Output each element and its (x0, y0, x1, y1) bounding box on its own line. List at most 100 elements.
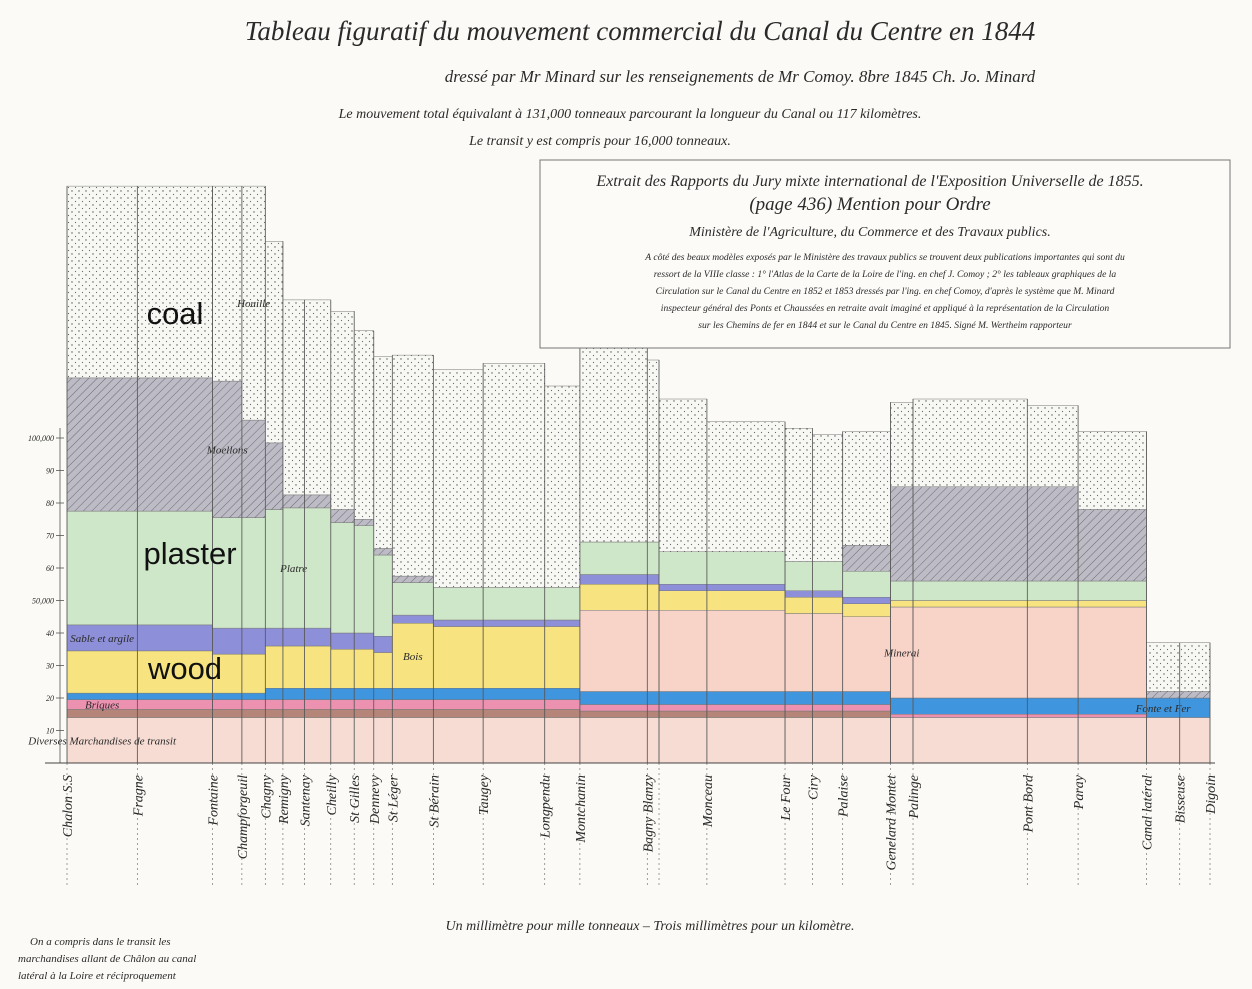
segment (241, 709, 266, 718)
segment (579, 541, 648, 575)
segment (647, 541, 660, 575)
segment (658, 717, 708, 764)
station-label: Bagny Blanzy (641, 774, 656, 852)
segment (544, 717, 581, 764)
series-label: Bois (403, 651, 423, 663)
box-line: A côté des beaux modèles exposés par le … (644, 252, 1125, 263)
segment (392, 709, 434, 718)
annotation: wood (147, 651, 222, 686)
segment (579, 691, 648, 705)
segment (842, 603, 891, 617)
segment (137, 650, 213, 694)
segment (282, 494, 305, 509)
segment (647, 359, 660, 543)
station-label: Le Four (779, 774, 794, 821)
series-label: Briques (85, 700, 119, 712)
segment (1027, 717, 1079, 764)
segment (1027, 600, 1079, 608)
segment (1077, 509, 1147, 582)
segment (647, 704, 660, 712)
segment (579, 704, 648, 712)
segment (658, 398, 708, 552)
segment (212, 185, 243, 382)
segment (706, 584, 786, 591)
station-label: St Bérain (427, 775, 442, 828)
station-label: Palinge (907, 775, 922, 820)
y-tick-label: 40 (46, 629, 54, 638)
segment (658, 610, 708, 692)
segment (392, 354, 434, 577)
segment (482, 587, 545, 621)
segment (265, 241, 284, 444)
station-label: Fragne (131, 775, 146, 817)
segment (706, 590, 786, 611)
segment (784, 704, 813, 712)
y-tick-label: 90 (46, 467, 54, 476)
segment (890, 697, 914, 715)
segment (373, 688, 393, 700)
segment (579, 610, 648, 692)
segment (579, 710, 648, 718)
segment (647, 610, 660, 692)
segment (1179, 691, 1211, 699)
station-label: Dennevy (368, 774, 383, 825)
segment (579, 574, 648, 585)
segment (353, 519, 375, 526)
segment (282, 699, 305, 710)
segment (544, 626, 581, 689)
segment (658, 551, 708, 585)
segment (890, 717, 914, 764)
segment (137, 377, 213, 512)
segment (330, 709, 355, 718)
segment (304, 299, 332, 496)
station-label: Ciry (806, 774, 821, 800)
segment (353, 699, 375, 710)
station-label: Canal latéral (1141, 775, 1156, 850)
segment (392, 699, 434, 710)
segment (706, 551, 786, 585)
segment (784, 428, 813, 562)
segment (304, 699, 332, 710)
segment (212, 692, 243, 700)
segment (137, 692, 213, 700)
segment (241, 419, 266, 518)
segment (392, 575, 434, 583)
segment (706, 421, 786, 552)
segment (1146, 717, 1180, 764)
y-tick-label: 50,000 (32, 597, 54, 606)
series-label: Houille (236, 298, 270, 310)
segment (212, 653, 243, 694)
segment (392, 582, 434, 616)
segment (66, 377, 138, 512)
segment (304, 494, 332, 509)
segment (304, 627, 332, 647)
segment (1027, 486, 1079, 582)
segment (647, 691, 660, 705)
y-tick-label: 30 (45, 662, 54, 671)
box-line: Circulation sur le Canal du Centre en 18… (656, 286, 1115, 297)
segment (330, 717, 355, 764)
segment (392, 717, 434, 764)
segment (66, 510, 138, 626)
segment (373, 636, 393, 653)
segment (1077, 717, 1147, 764)
box-line: sur les Chemins de fer en 1844 et sur le… (698, 320, 1072, 331)
segment (392, 623, 434, 689)
segment (812, 717, 843, 764)
segment (912, 697, 1028, 715)
segment (330, 522, 355, 634)
y-tick-label: 60 (46, 564, 54, 573)
segment (66, 650, 138, 694)
segment (544, 709, 581, 718)
segment (433, 369, 484, 588)
segment (433, 699, 484, 710)
segment (812, 590, 843, 598)
segment (579, 717, 648, 764)
segment (890, 402, 914, 487)
segment (433, 626, 484, 689)
segment (482, 626, 545, 689)
segment (784, 613, 813, 692)
x-axis-label: Un millimètre pour mille tonneaux – Troi… (446, 919, 855, 934)
segment (784, 590, 813, 598)
